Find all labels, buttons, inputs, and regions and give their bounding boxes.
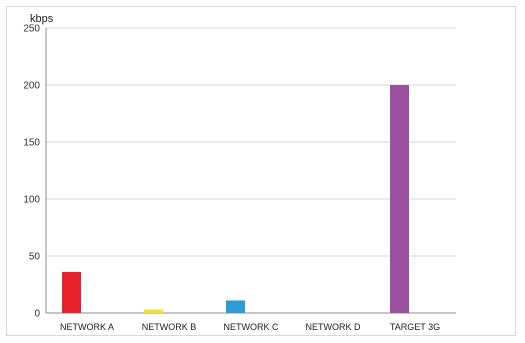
bar-network-c [226, 300, 245, 313]
x-tick-label: TARGET 3G [390, 322, 440, 332]
y-tick-labels: 0 50 100 150 200 250 [23, 24, 40, 320]
bar-network-b [144, 309, 163, 313]
axes [45, 28, 456, 314]
y-tick-label: 100 [23, 195, 40, 206]
x-tick-label: NETWORK B [142, 322, 197, 332]
chart-frame [6, 6, 516, 336]
bar-network-a [62, 271, 81, 313]
y-tick-label: 250 [23, 24, 40, 35]
x-tick-label: NETWORK A [60, 322, 114, 332]
y-tick-label: 50 [29, 252, 41, 263]
bars [62, 85, 409, 313]
y-axis-unit-label: kbps [30, 13, 54, 25]
y-tick-label: 150 [23, 138, 40, 149]
x-tick-label: NETWORK D [306, 322, 361, 332]
gridlines [46, 27, 456, 257]
y-tick-label: 0 [34, 309, 40, 320]
x-tick-label: NETWORK C [224, 322, 279, 332]
x-tick-labels: NETWORK A NETWORK B NETWORK C NETWORK D TARG… [60, 322, 440, 332]
bar-target-3g [390, 85, 409, 313]
y-tick-label: 200 [23, 81, 40, 92]
